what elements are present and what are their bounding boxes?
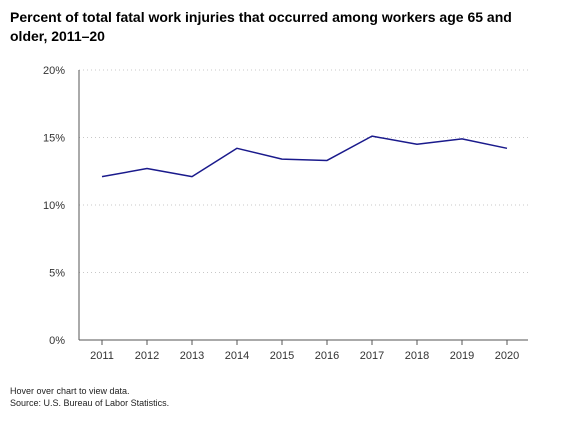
data-point[interactable]: [143, 165, 151, 173]
y-tick-label: 20%: [43, 65, 65, 77]
x-tick-label: 2017: [360, 350, 384, 362]
x-tick-labels: 2011 2012 2013 2014 2015 2016 2017 2018 2019 2020: [90, 350, 519, 362]
hover-note: Hover over chart to view data.: [10, 386, 130, 396]
data-series: [98, 132, 511, 181]
y-tick-label: 10%: [43, 200, 65, 212]
x-tick-label: 2013: [180, 350, 204, 362]
x-tick-label: 2014: [225, 350, 249, 362]
data-point[interactable]: [458, 135, 466, 143]
data-point[interactable]: [98, 173, 106, 181]
data-point[interactable]: [233, 144, 241, 152]
data-point[interactable]: [278, 155, 286, 163]
grid-lines: [79, 69, 528, 273]
x-tick-label: 2012: [135, 350, 159, 362]
x-tick-label: 2011: [90, 350, 114, 362]
chart-title: Percent of total fatal work injuries tha…: [10, 9, 512, 44]
x-tick-label: 2020: [495, 350, 519, 362]
x-tick-marks: [101, 340, 508, 345]
y-tick-label: 5%: [49, 268, 65, 280]
x-tick-label: 2016: [315, 350, 339, 362]
x-tick-label: 2019: [450, 350, 474, 362]
data-point[interactable]: [413, 140, 421, 148]
line-chart[interactable]: 0%5%10%15%20% 2011 2012 2013 2014 2015 2016 20…: [0, 0, 580, 380]
data-point[interactable]: [368, 132, 376, 140]
x-tick-label: 2018: [405, 350, 429, 362]
data-point[interactable]: [188, 173, 196, 181]
data-point[interactable]: [503, 144, 511, 152]
x-tick-label: 2015: [270, 350, 294, 362]
y-tick-label: 0%: [49, 335, 65, 347]
chart-footer: Hover over chart to view data. Source: U…: [10, 385, 169, 409]
data-point[interactable]: [323, 156, 331, 164]
y-tick-label: 15%: [43, 133, 65, 145]
source-note: Source: U.S. Bureau of Labor Statistics.: [10, 398, 170, 408]
y-tick-labels: 0% 5% 10% 15% 20%: [43, 65, 65, 347]
series-line[interactable]: [101, 135, 508, 178]
